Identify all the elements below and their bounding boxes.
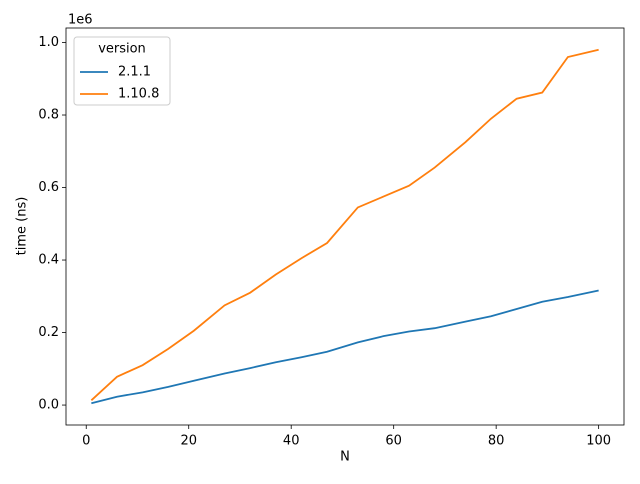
x-tick-label: 60 bbox=[385, 434, 402, 449]
plot-frame bbox=[65, 27, 625, 426]
y-offset-label: 1e6 bbox=[68, 13, 93, 28]
legend-box bbox=[73, 36, 171, 106]
x-tick-label: 40 bbox=[283, 434, 300, 449]
x-tick-label: 100 bbox=[586, 434, 611, 449]
y-tick-label: 0.0 bbox=[38, 398, 59, 413]
series-line bbox=[91, 289, 599, 405]
y-tick-label: 0.4 bbox=[38, 253, 59, 268]
x-tick-label: 80 bbox=[488, 434, 505, 449]
series-line bbox=[90, 48, 599, 402]
x-tick-label: 0 bbox=[82, 434, 90, 449]
y-tick-label: 0.2 bbox=[38, 325, 59, 340]
x-tick-label: 20 bbox=[180, 434, 197, 449]
y-tick-label: 1.0 bbox=[38, 35, 59, 50]
legend-title: version bbox=[98, 42, 146, 57]
y-tick-label: 0.8 bbox=[38, 108, 59, 123]
y-axis-label: time (ns) bbox=[15, 197, 30, 256]
legend-label: 2.1.1 bbox=[118, 65, 151, 80]
legend-label: 1.10.8 bbox=[118, 87, 159, 102]
x-axis-label: N bbox=[340, 450, 350, 465]
y-tick-label: 0.6 bbox=[38, 180, 59, 195]
